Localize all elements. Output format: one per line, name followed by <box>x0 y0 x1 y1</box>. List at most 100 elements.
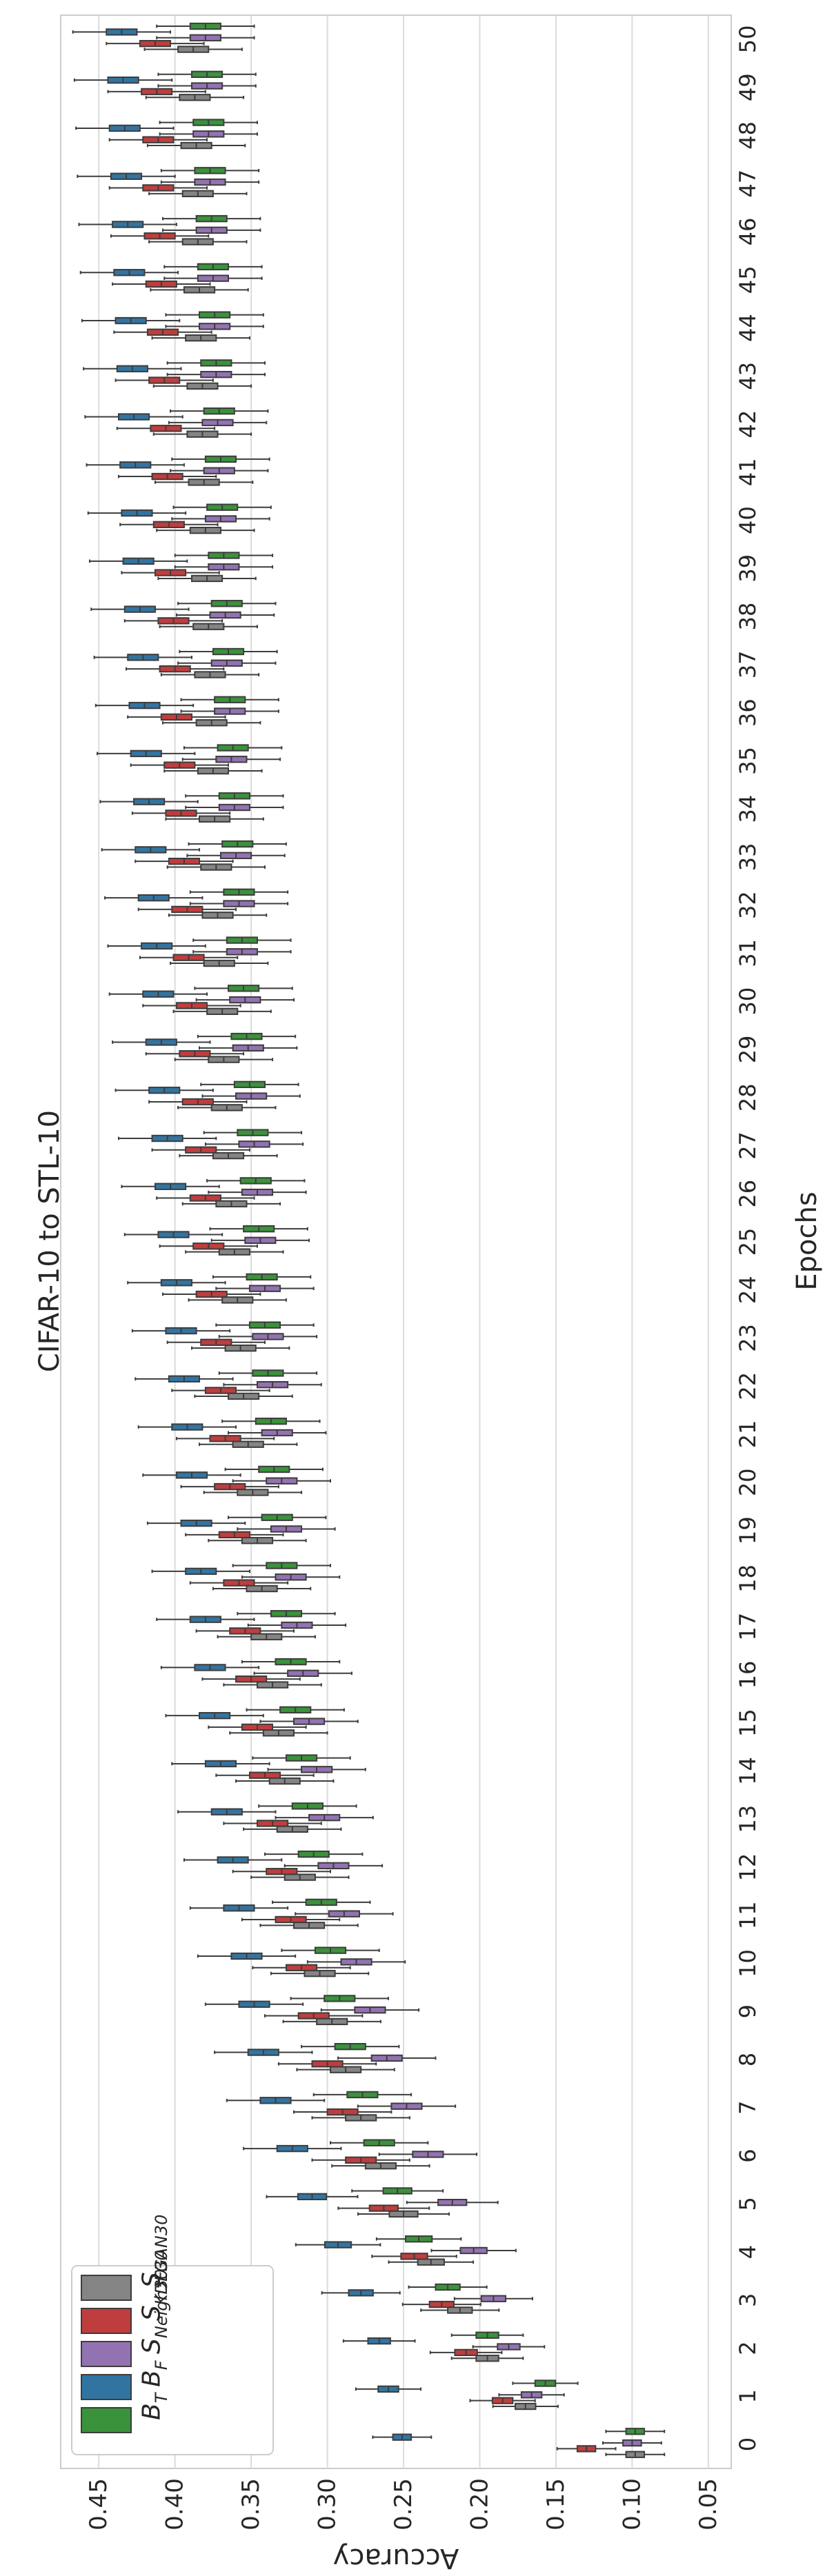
box-S_GAN30-epoch-32 <box>168 912 268 919</box>
box-S_KDE30-epoch-42 <box>116 425 216 432</box>
box-B_F-epoch-6 <box>243 2144 342 2153</box>
box-S_GAN30-epoch-3 <box>420 2306 500 2314</box>
epoch-tick-label: 50 <box>735 26 761 54</box>
box-B_F-epoch-10 <box>197 1952 297 1960</box>
epoch-tick-label: 44 <box>735 314 761 342</box>
epoch-tick-label: 39 <box>735 554 761 583</box>
box-S_KDE30-epoch-18 <box>189 1579 289 1587</box>
box-B_F-epoch-12 <box>183 1856 283 1864</box>
box-B_T-epoch-35 <box>183 744 283 752</box>
box-S_GAN30-epoch-0 <box>605 2451 666 2458</box>
box-S_GAN30-epoch-34 <box>165 815 264 823</box>
box-S_KDE30-epoch-16 <box>201 1675 301 1683</box>
box-B_F-epoch-11 <box>189 1904 289 1912</box>
chart-title: CIFAR-10 to STL-10 <box>34 1110 66 1372</box>
box-S_Neigh30-epoch-39 <box>174 563 274 571</box>
epoch-tick-label: 10 <box>735 1949 761 1978</box>
box-S_KDE30-epoch-0 <box>556 2445 617 2453</box>
box-B_T-epoch-45 <box>163 263 263 271</box>
box-B_T-epoch-47 <box>160 167 260 174</box>
box-B_F-epoch-8 <box>214 2049 313 2056</box>
box-B_T-epoch-28 <box>200 1080 299 1089</box>
box-B_F-epoch-45 <box>79 269 179 276</box>
box-S_KDE30-epoch-44 <box>113 328 212 336</box>
box-S_Neigh30-epoch-21 <box>228 1429 327 1437</box>
box-B_T-epoch-40 <box>172 503 272 511</box>
box-B_T-epoch-49 <box>157 70 257 78</box>
legend-swatch-B_T <box>81 2407 132 2433</box>
epoch-tick-label: 49 <box>735 73 761 101</box>
box-S_KDE30-epoch-10 <box>252 1964 351 1971</box>
box-S_GAN30-epoch-12 <box>250 1873 350 1881</box>
box-B_F-epoch-36 <box>95 701 195 710</box>
box-S_KDE30-epoch-30 <box>142 1002 241 1009</box>
box-B_T-epoch-29 <box>197 1032 297 1040</box>
box-S_GAN30-epoch-38 <box>159 623 258 630</box>
box-B_T-epoch-20 <box>224 1465 324 1473</box>
box-B_T-epoch-50 <box>156 22 255 30</box>
box-B_F-epoch-2 <box>342 2337 416 2345</box>
box-S_Neigh30-epoch-16 <box>253 1669 352 1677</box>
box-B_F-epoch-18 <box>151 1567 250 1576</box>
box-S_GAN30-epoch-39 <box>157 574 257 583</box>
epoch-tick-label: 11 <box>735 1901 761 1929</box>
box-B_T-epoch-37 <box>179 647 278 656</box>
epoch-tick-label: 5 <box>735 2197 761 2211</box>
box-B_F-epoch-28 <box>115 1087 214 1094</box>
box-B_F-epoch-34 <box>99 798 199 805</box>
box-B_T-epoch-26 <box>206 1177 306 1185</box>
box-B_F-epoch-3 <box>321 2289 401 2297</box>
box-B_T-epoch-1 <box>512 2379 579 2387</box>
box-S_KDE30-epoch-26 <box>156 1194 255 1202</box>
accuracy-tick-label: 0.25 <box>390 2478 417 2530</box>
boxes <box>72 22 666 2458</box>
box-B_F-epoch-37 <box>93 654 192 661</box>
box-B_F-epoch-9 <box>204 2000 304 2008</box>
box-S_KDE30-epoch-27 <box>151 1146 250 1154</box>
box-S_GAN30-epoch-31 <box>170 959 269 967</box>
box-S_KDE30-epoch-35 <box>130 761 229 769</box>
box-B_T-epoch-6 <box>330 2139 429 2146</box>
box-S_GAN30-epoch-37 <box>160 671 260 678</box>
box-B_T-epoch-43 <box>166 359 266 367</box>
box-B_F-epoch-27 <box>117 1134 217 1143</box>
epoch-tick-label: 8 <box>735 2053 761 2066</box>
box-S_GAN30-epoch-19 <box>208 1537 307 1544</box>
epoch-tick-label: 34 <box>735 795 761 823</box>
box-S_Neigh30-epoch-49 <box>157 82 257 90</box>
box-S_GAN30-epoch-40 <box>156 526 255 534</box>
box-S_Neigh30-epoch-2 <box>472 2343 546 2351</box>
box-S_GAN30-epoch-28 <box>177 1104 277 1111</box>
box-B_F-epoch-31 <box>107 942 206 950</box>
box-S_Neigh30-epoch-17 <box>247 1621 347 1629</box>
box-B_T-epoch-3 <box>408 2283 488 2291</box>
box-S_GAN30-epoch-11 <box>259 1922 359 1929</box>
legend-swatch-B_F <box>81 2374 132 2400</box>
box-S_KDE30-epoch-31 <box>139 954 239 961</box>
accuracy-tick-label: 0.45 <box>85 2478 112 2530</box>
box-S_KDE30-epoch-49 <box>107 88 206 96</box>
box-B_T-epoch-7 <box>312 2091 412 2099</box>
box-S_GAN30-epoch-35 <box>163 767 263 775</box>
box-S_GAN30-epoch-6 <box>331 2162 430 2170</box>
box-B_F-epoch-1 <box>355 2385 422 2393</box>
box-S_Neigh30-epoch-15 <box>259 1718 359 1725</box>
box-B_T-epoch-27 <box>203 1129 303 1136</box>
box-B_F-epoch-50 <box>72 28 172 36</box>
box-S_GAN30-epoch-42 <box>152 430 252 438</box>
box-B_F-epoch-33 <box>101 846 201 854</box>
box-S_KDE30-epoch-47 <box>108 184 208 192</box>
box-S_Neigh30-epoch-8 <box>337 2054 437 2062</box>
box-B_T-epoch-19 <box>228 1513 327 1521</box>
box-B_F-epoch-41 <box>86 461 185 469</box>
box-S_Neigh30-epoch-43 <box>166 370 266 379</box>
epoch-tick-label: 7 <box>735 2101 761 2115</box>
box-S_GAN30-epoch-7 <box>311 2114 410 2122</box>
box-B_T-epoch-36 <box>180 696 279 703</box>
box-B_T-epoch-22 <box>218 1369 318 1377</box>
box-S_GAN30-epoch-30 <box>172 1007 272 1016</box>
box-S_GAN30-epoch-27 <box>179 1151 278 1160</box>
box-S_Neigh30-epoch-9 <box>320 2006 420 2014</box>
box-S_Neigh30-epoch-35 <box>181 756 281 763</box>
box-S_Neigh30-epoch-38 <box>175 611 275 619</box>
